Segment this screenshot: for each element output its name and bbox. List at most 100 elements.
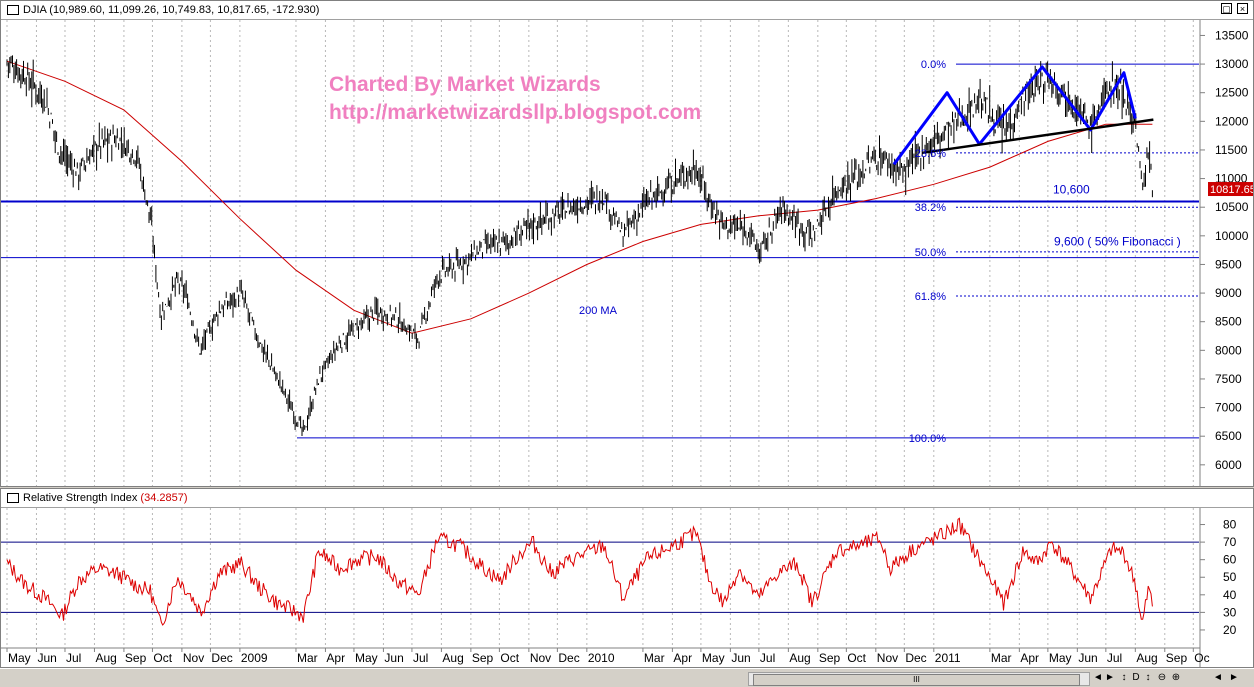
close-button[interactable]: × (1237, 3, 1248, 14)
fib-label: 61.8% (915, 291, 946, 303)
last-price-text: 10817.65 (1210, 184, 1253, 196)
rsi-tick-label: 80 (1223, 518, 1237, 532)
date-tick-label: Aug (1136, 651, 1157, 665)
date-tick-label: Aug (442, 651, 463, 665)
scrollbar-thumb[interactable]: III (753, 674, 1080, 686)
price-panel-titlebar: DJIA (10,989.60, 11,099.26, 10,749.83, 1… (1, 1, 1253, 20)
price-bars (6, 55, 1153, 436)
date-tick-label: Sep (1166, 651, 1188, 665)
price-tick-label: 9500 (1215, 257, 1242, 271)
price-tick-label: 9000 (1215, 286, 1242, 300)
date-tick-label: 2009 (241, 651, 268, 665)
zoom-out-icon[interactable]: ⊖ (1157, 672, 1167, 683)
price-tick-label: 10000 (1215, 229, 1249, 243)
price-tick-label: 10500 (1215, 200, 1249, 214)
expand-vertical-icon[interactable]: ↕ (1121, 672, 1127, 683)
date-tick-label: Dec (905, 651, 926, 665)
level-labels: 0.0% 23.6% 38.2% 50.0% 61.8% 100.0% 10,600 9,60… (909, 59, 1181, 445)
fib-label: 23.6% (915, 148, 946, 160)
rsi-tick-label: 60 (1223, 553, 1237, 567)
date-tick-label: Apr (326, 651, 345, 665)
date-tick-label: Jul (1107, 651, 1122, 665)
rsi-line (6, 517, 1153, 626)
rsi-value: (34.2857) (140, 492, 188, 504)
date-tick-label: May (702, 651, 725, 665)
fibonacci-lines (297, 63, 1199, 439)
statusbar: III ◄ ► ↕ D ↕ ⊖ ⊕ ◄ ► (0, 668, 1254, 687)
date-tick-label: Nov (877, 651, 898, 665)
last-price-badge: 10817.65 (1208, 182, 1253, 197)
date-tick-label: Oc (1194, 651, 1209, 665)
watermark-title: Charted By Market Wizards (329, 73, 601, 96)
rsi-reference-lines (1, 541, 1199, 613)
price-grid (6, 20, 1201, 486)
date-tick-label: Jun (731, 651, 750, 665)
level-10600-label: 10,600 (1053, 182, 1090, 196)
rsi-y-axis: 20 30 40 50 60 70 80 (1200, 518, 1237, 637)
price-tick-label: 6000 (1215, 458, 1242, 472)
ma-label: 200 MA (579, 305, 618, 317)
date-tick-label: May (8, 651, 31, 665)
neckline (922, 118, 1154, 155)
date-tick-label: Sep (125, 651, 147, 665)
compress-vertical-icon[interactable]: ↕ (1145, 672, 1151, 683)
rsi-tick-label: 20 (1223, 623, 1237, 637)
ma-200-line (6, 60, 1153, 334)
restore-button[interactable]: ▢ (1221, 3, 1232, 14)
date-tick-label: Aug (95, 651, 116, 665)
daily-interval-button[interactable]: D (1132, 672, 1140, 683)
date-tick-label: Sep (819, 651, 841, 665)
date-tick-label: Oct (500, 651, 519, 665)
date-x-axis: May Jun Jul Aug Sep Oct Nov Dec 2009 Mar Apr May Jun… (6, 648, 1210, 665)
rsi-title-text: Relative Strength Index (23, 492, 138, 504)
price-tick-label: 12000 (1215, 114, 1249, 128)
fib-label: 0.0% (921, 59, 946, 71)
price-y-axis: 6000 6500 7000 7500 8000 8500 9000 9500 10000 105… (1200, 28, 1249, 472)
horizontal-scrollbar[interactable]: III (748, 672, 1090, 686)
date-tick-label: Jun (1078, 651, 1097, 665)
panel-icon (7, 5, 19, 15)
rsi-tick-label: 70 (1223, 535, 1237, 549)
date-tick-label: Dec (211, 651, 232, 665)
rsi-tick-label: 50 (1223, 570, 1237, 584)
date-tick-label: 2011 (935, 651, 961, 665)
date-tick-label: 2010 (588, 651, 615, 665)
price-chart[interactable]: 6000 6500 7000 7500 8000 8500 9000 9500 10000 105… (1, 20, 1253, 486)
date-tick-label: Jun (37, 651, 56, 665)
fib-label: 50.0% (915, 247, 946, 259)
date-tick-label: Apr (673, 651, 692, 665)
date-tick-label: Mar (297, 651, 318, 665)
price-tick-label: 7500 (1215, 372, 1242, 386)
price-tick-label: 12500 (1215, 86, 1249, 100)
date-tick-label: Oct (153, 651, 172, 665)
scroll-right-icon[interactable]: ► (1105, 672, 1115, 683)
page-left-icon[interactable]: ◄ (1213, 672, 1223, 683)
fib-label: 100.0% (909, 433, 947, 445)
watermark-url: http://marketwizardsllp.blogspot.com (329, 101, 701, 124)
price-tick-label: 11500 (1215, 143, 1248, 157)
date-tick-label: Apr (1020, 651, 1039, 665)
rsi-tick-label: 30 (1223, 605, 1237, 619)
price-tick-label: 13000 (1215, 57, 1249, 71)
page-right-icon[interactable]: ► (1229, 672, 1239, 683)
rsi-panel: Relative Strength Index (34.2857) 20 30 40… (0, 488, 1254, 668)
date-tick-label: Sep (472, 651, 494, 665)
date-tick-label: Jul (760, 651, 775, 665)
price-tick-label: 6500 (1215, 429, 1242, 443)
date-tick-label: Jul (413, 651, 428, 665)
fib-label: 38.2% (915, 202, 946, 214)
head-shoulders-pattern (892, 65, 1137, 166)
rsi-grid (1, 508, 1201, 667)
date-tick-label: Oct (847, 651, 866, 665)
scroll-left-icon[interactable]: ◄ (1093, 672, 1103, 683)
ticker-quote: DJIA (10,989.60, 11,099.26, 10,749.83, 1… (23, 4, 320, 16)
rsi-chart[interactable]: 20 30 40 50 60 70 80 May Jun Jul Aug Sep Oct Nov Dec 2… (1, 508, 1253, 667)
panel-icon (7, 493, 19, 503)
date-tick-label: Dec (558, 651, 579, 665)
date-tick-label: Mar (991, 651, 1012, 665)
zoom-in-icon[interactable]: ⊕ (1171, 672, 1181, 683)
date-tick-label: Jul (66, 651, 81, 665)
date-tick-label: Jun (384, 651, 403, 665)
date-tick-label: May (1049, 651, 1072, 665)
price-panel: DJIA (10,989.60, 11,099.26, 10,749.83, 1… (0, 0, 1254, 487)
